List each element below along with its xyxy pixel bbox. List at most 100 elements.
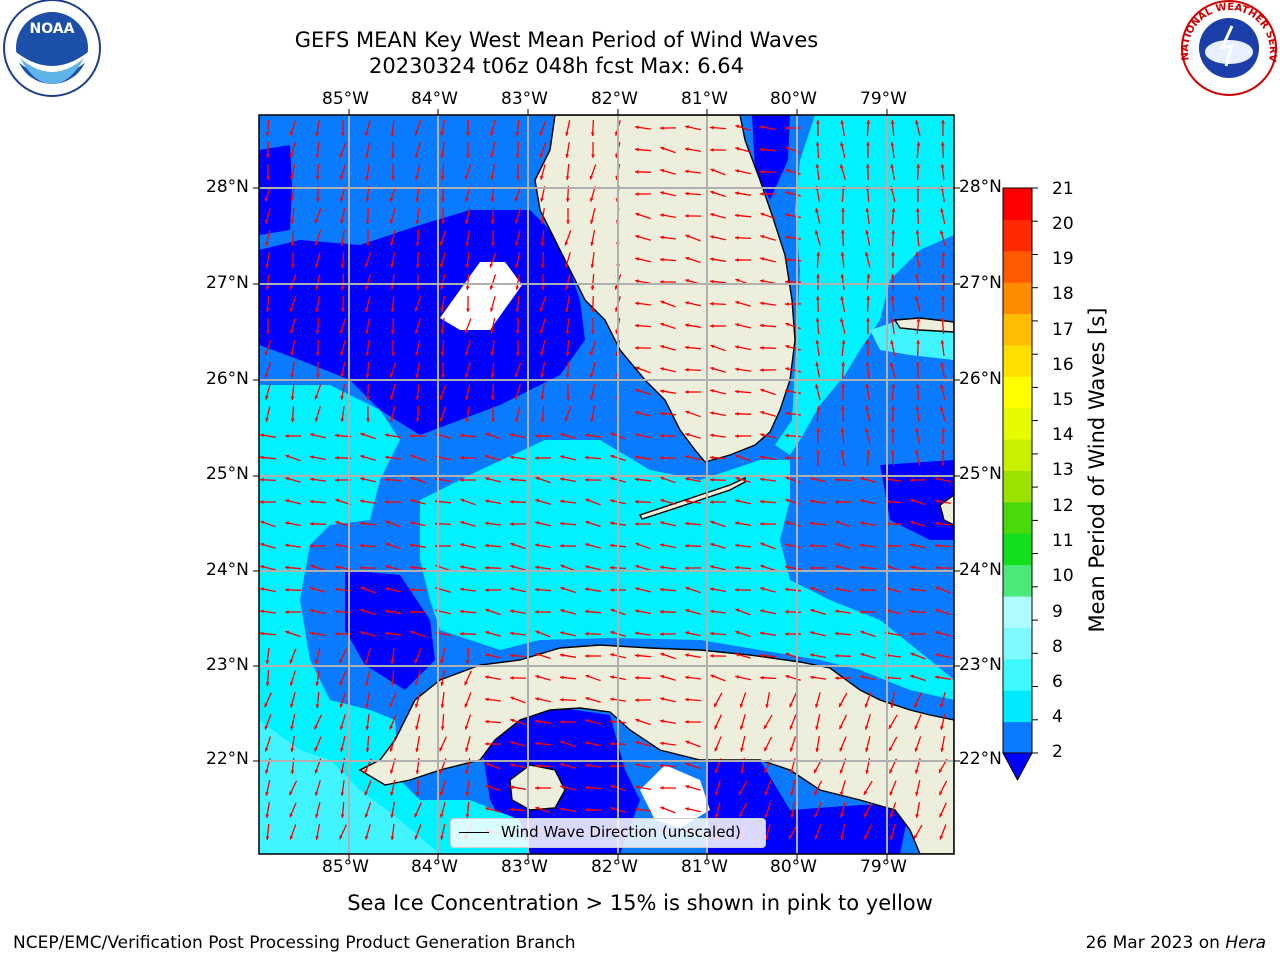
wind-wave-arrowhead — [685, 762, 690, 767]
wind-wave-arrowhead — [714, 703, 718, 708]
wind-wave-arrowhead — [760, 587, 765, 591]
florida-keys-landmass — [639, 476, 746, 520]
wind-wave-arrowhead — [485, 697, 489, 702]
wind-wave-arrowhead — [410, 454, 415, 459]
wind-wave-arrowhead — [735, 653, 740, 657]
wind-wave-arrowhead — [935, 566, 939, 570]
wind-wave-arrowhead — [465, 396, 469, 400]
colorbar-frame — [1002, 187, 1033, 754]
wind-wave-arrowhead — [265, 154, 270, 158]
wind-wave-arrowhead — [635, 323, 639, 328]
wind-wave-arrowhead — [560, 762, 565, 767]
wind-wave-arrowhead — [414, 813, 418, 818]
wind-wave-arrowhead — [415, 770, 420, 774]
wind-wave-arrowhead — [265, 682, 270, 686]
wind-wave-arrowhead — [414, 659, 419, 664]
wind-wave-arrowhead — [390, 264, 394, 268]
lat-label-right-28n: 28°N — [959, 177, 1002, 197]
footer-right-date: 26 Mar 2023 on Hera — [1086, 933, 1266, 953]
wind-wave-arrowhead — [685, 279, 690, 283]
wind-wave-arrowhead — [365, 704, 369, 708]
wind-wave-arrowhead — [635, 234, 640, 239]
wind-wave-arrowhead — [540, 374, 544, 378]
wind-wave-arrowhead — [785, 433, 789, 438]
colorbar-tick-label: 16 — [1052, 355, 1074, 375]
wind-wave-arrowhead — [460, 587, 464, 592]
wind-wave-arrowhead — [385, 587, 389, 591]
wind-wave-arrowhead — [710, 565, 715, 569]
wind-wave-arrowhead — [315, 286, 319, 290]
wind-wave-arrowhead — [535, 543, 539, 548]
wind-wave-arrowhead — [760, 609, 764, 613]
wind-wave-arrowhead — [840, 230, 845, 234]
wind-wave-arrowhead — [916, 164, 921, 168]
wind-wave-arrowhead — [265, 241, 269, 246]
wind-wave-arrowhead — [366, 418, 370, 422]
wind-wave-arrowhead — [560, 544, 564, 548]
wind-wave-arrowhead — [515, 154, 520, 158]
wind-wave-arrowhead — [815, 726, 819, 730]
wind-wave-arrowhead — [340, 286, 345, 290]
wind-wave-arrowhead — [685, 147, 689, 152]
wind-wave-arrowhead — [265, 308, 270, 312]
colorbar-segment — [1003, 627, 1032, 660]
wind-wave-arrowhead — [485, 454, 490, 459]
wind-wave-arrowhead — [810, 566, 814, 570]
wind-wave-arrowhead — [840, 142, 844, 147]
wind-wave-arrowhead — [590, 264, 595, 268]
lat-label-right-23n: 23°N — [959, 655, 1002, 675]
wind-wave-arrowhead — [760, 675, 764, 680]
wind-wave-arrowhead — [540, 264, 545, 268]
wind-wave-arrowhead — [735, 608, 740, 613]
wind-wave-arrowhead — [685, 543, 689, 548]
wind-wave-arrowhead — [660, 543, 664, 547]
wind-wave-arrowhead — [564, 263, 569, 268]
wind-wave-arrowhead — [840, 428, 845, 432]
wind-wave-arrowhead — [735, 476, 740, 481]
wind-wave-arrowhead — [535, 763, 539, 768]
wind-wave-arrowhead — [440, 132, 444, 136]
wind-wave-arrowhead — [265, 395, 269, 400]
wind-wave-arrowhead — [815, 208, 819, 213]
colorbar — [1002, 187, 1038, 782]
wind-wave-arrowhead — [585, 674, 590, 679]
wind-wave-arrowhead — [935, 608, 940, 613]
wind-wave-arrowhead — [290, 396, 295, 400]
wind-wave-arrowhead — [735, 147, 740, 151]
wave-period-4-6s-region-west — [259, 385, 530, 854]
wind-wave-arrowhead — [339, 329, 344, 334]
wind-wave-arrowhead — [891, 406, 896, 410]
wind-wave-arrowhead — [410, 476, 415, 481]
wind-wave-arrowhead — [915, 208, 920, 212]
wind-wave-arrowhead — [464, 725, 469, 730]
lon-label-top-79w: 79°W — [860, 89, 907, 109]
wind-wave-arrowhead — [635, 609, 639, 613]
wind-wave-arrowhead — [540, 220, 545, 224]
wind-wave-arrowhead — [915, 406, 920, 410]
wind-wave-arrowhead — [360, 432, 365, 437]
lat-label-left-28n: 28°N — [206, 177, 249, 197]
wind-wave-arrowhead — [415, 198, 419, 202]
colorbar-tick-label: 4 — [1052, 707, 1063, 727]
wind-wave-arrowhead — [890, 340, 894, 344]
wind-wave-arrowhead — [460, 609, 464, 614]
wind-wave-arrowhead — [265, 792, 269, 796]
wind-wave-arrowhead — [539, 329, 544, 334]
wind-wave-arrowhead — [585, 455, 589, 460]
wind-wave-arrowhead — [365, 131, 369, 136]
wind-wave-arrowhead — [916, 142, 921, 146]
wind-wave-arrowhead — [385, 520, 390, 525]
wind-wave-arrowhead — [310, 477, 314, 482]
wind-wave-arrowhead — [535, 498, 540, 503]
footer-host: Hera — [1225, 933, 1266, 953]
wind-wave-arrowhead — [710, 654, 714, 658]
wind-wave-arrowhead — [460, 565, 464, 569]
wind-wave-arrowhead — [815, 296, 820, 300]
wind-wave-arrowhead — [365, 748, 370, 752]
wind-wave-arrowhead — [635, 542, 640, 547]
wind-wave-arrowhead — [339, 153, 344, 158]
wind-wave-arrowhead — [441, 220, 445, 224]
wind-wave-arrowhead — [310, 631, 314, 636]
wind-wave-arrowhead — [266, 176, 270, 180]
wind-wave-arrowhead — [315, 330, 320, 334]
